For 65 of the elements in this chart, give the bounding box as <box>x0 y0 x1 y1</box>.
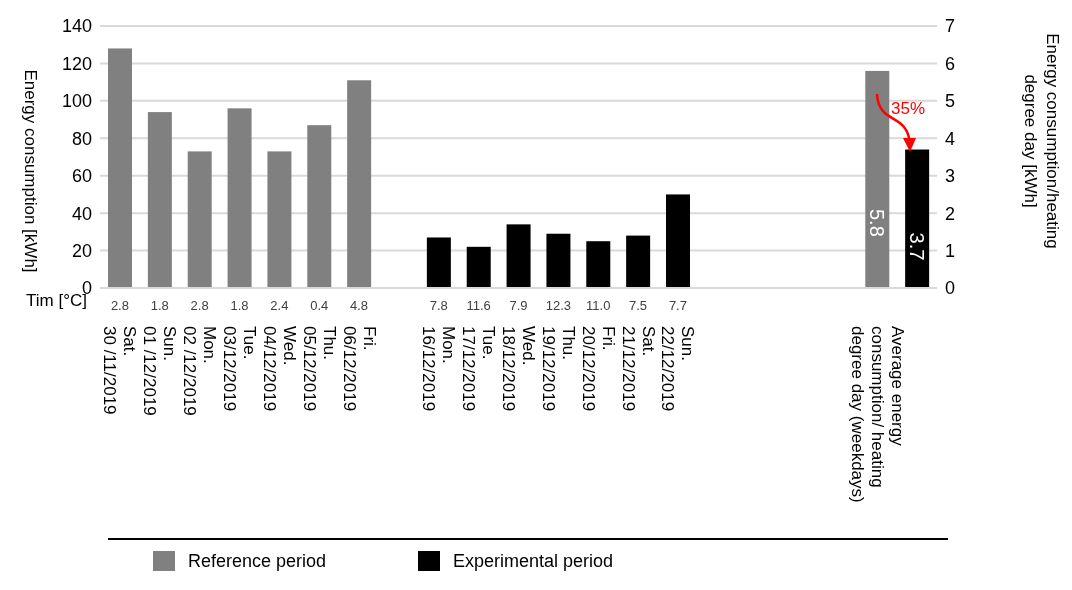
x-tick-label: Sun. 01 /12/2019 <box>140 326 180 416</box>
x-tick-label: Wed. 18/12/2019 <box>499 326 538 412</box>
y-axis-title: Energy consumption [kWh] <box>20 69 40 273</box>
bar <box>108 48 132 288</box>
text: 0.4 <box>310 298 329 313</box>
x-tick-label: Sat. 21/12/2019 <box>618 326 658 412</box>
y2-tick-label: 5 <box>945 91 956 112</box>
y2-tick-label: 2 <box>945 203 956 224</box>
y-tick-label: 40 <box>71 203 92 224</box>
y2-tick-label: 7 <box>945 16 956 37</box>
bar <box>666 194 690 288</box>
x-tick-label: Average energy consumption/ heating degree day (weekdays) <box>847 326 907 503</box>
bar <box>626 235 651 288</box>
text: 7.9 <box>509 298 528 313</box>
text: 11.6 <box>466 298 491 313</box>
x-tick-label: Sun. 22/12/2019 <box>658 326 698 412</box>
bar <box>267 151 292 288</box>
text: 7.8 <box>429 298 448 313</box>
y-tick-label: 20 <box>71 240 92 261</box>
data-label: 5.8 <box>866 208 889 237</box>
data-label: 3.7 <box>906 232 929 261</box>
x-tick-label: Fri. 06/12/2019 <box>339 326 379 412</box>
x-tick-label: Mon. 02 /12/2019 <box>180 326 220 416</box>
y2-axis-title: Energy consumption/heating degree day [kWh] <box>1020 33 1062 249</box>
bar <box>187 151 212 288</box>
y2-tick-label: 6 <box>945 53 956 74</box>
text: 1.8 <box>150 298 169 313</box>
legend-label: Experimental period <box>453 551 614 571</box>
y2-tick-label: 0 <box>945 278 956 299</box>
bar <box>466 246 491 288</box>
x-tick-label: Mon. 16/12/2019 <box>419 326 459 412</box>
bar <box>426 237 451 288</box>
bar <box>147 112 172 288</box>
y-tick-label: 100 <box>61 91 92 112</box>
text: 2.4 <box>270 298 289 313</box>
bar <box>546 233 571 288</box>
bar <box>227 108 252 288</box>
annotation: 35% <box>891 99 926 118</box>
text: 12.3 <box>545 298 572 313</box>
bar <box>586 241 611 288</box>
x-tick-label: Sat. 30 /11/2019 <box>100 326 140 415</box>
x-tick-label: Fri. 20/12/2019 <box>578 326 618 412</box>
y-tick-label: 60 <box>71 166 92 187</box>
text: 2.8 <box>110 298 129 313</box>
y-tick-label: 120 <box>61 53 92 74</box>
bar <box>307 125 332 288</box>
y2-tick-label: 3 <box>945 166 956 187</box>
x-tick-label: Tue. 03/12/2019 <box>220 326 259 412</box>
y-tick-label: 140 <box>61 16 92 37</box>
text: 7.7 <box>668 298 687 313</box>
x-tick-label: Tue. 17/12/2019 <box>459 326 499 412</box>
x-tick-label: Thu. 05/12/2019 <box>299 326 339 412</box>
text: 4.8 <box>350 298 369 313</box>
text: 11.0 <box>586 298 611 313</box>
text: 7.5 <box>629 298 648 313</box>
bar <box>347 80 372 288</box>
y2-tick-label: 4 <box>945 128 956 149</box>
text: 1.8 <box>230 298 249 313</box>
bar <box>506 224 531 288</box>
y-tick-label: 80 <box>71 128 92 149</box>
y2-tick-label: 1 <box>945 240 956 261</box>
x-tick-label: Thu. 19/12/2019 <box>538 326 578 412</box>
x-tick-label: Wed. 04/12/2019 <box>259 326 299 412</box>
legend-label: Reference period <box>188 551 327 571</box>
text: 2.8 <box>190 298 209 313</box>
